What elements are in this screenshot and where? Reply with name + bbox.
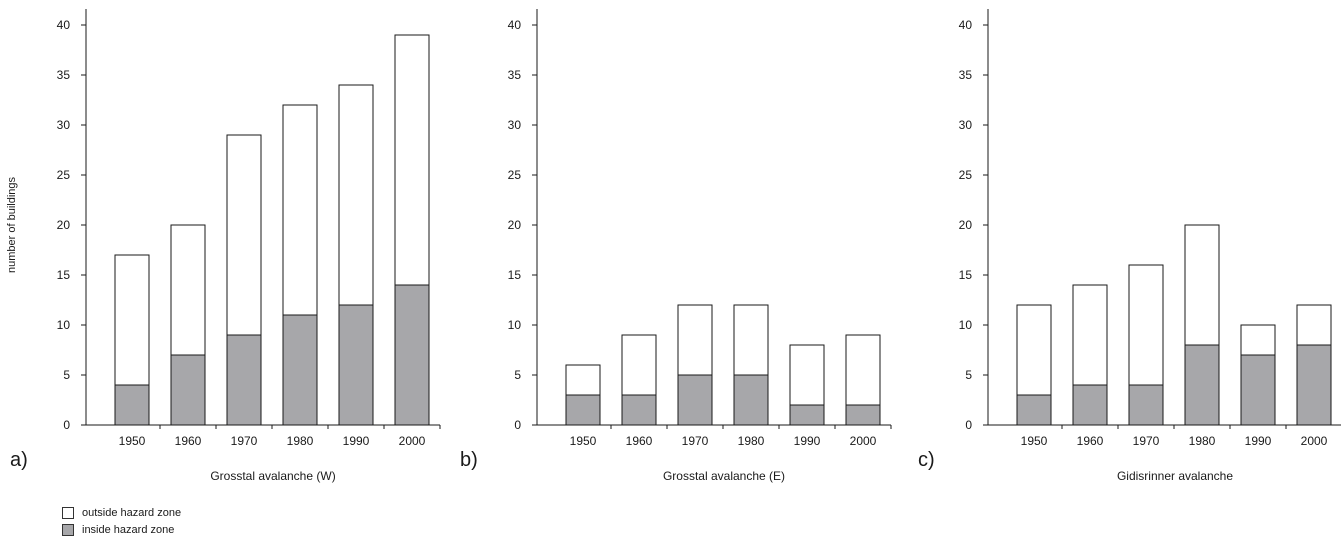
bar-outside-hazard bbox=[1128, 264, 1164, 386]
bar-inside-hazard bbox=[621, 394, 657, 426]
y-tick-label: 5 bbox=[965, 368, 972, 382]
bar-outside-hazard bbox=[565, 364, 601, 396]
x-tick-label: 1990 bbox=[343, 434, 370, 448]
bar-outside-hazard bbox=[1016, 304, 1052, 396]
x-tick-label: 1970 bbox=[231, 434, 258, 448]
bar-outside-hazard bbox=[170, 224, 206, 356]
x-tick-label: 1990 bbox=[1245, 434, 1272, 448]
bar-outside-hazard bbox=[1072, 284, 1108, 386]
y-axis-label: number of buildings bbox=[6, 177, 18, 274]
bar-inside-hazard bbox=[1240, 354, 1276, 426]
x-axis-title: Grosstal avalanche (E) bbox=[663, 469, 785, 483]
y-tick-label: 15 bbox=[508, 268, 522, 282]
bar-inside-hazard bbox=[226, 334, 262, 426]
bar-outside-hazard bbox=[789, 344, 825, 406]
bar-outside-hazard bbox=[338, 84, 374, 306]
bar-outside-hazard bbox=[1296, 304, 1332, 346]
bar-outside-hazard bbox=[394, 34, 430, 286]
panel-label: a) bbox=[10, 449, 28, 471]
x-tick-label: 1990 bbox=[794, 434, 821, 448]
x-tick-label: 1970 bbox=[682, 434, 709, 448]
bar-inside-hazard bbox=[114, 384, 150, 426]
y-tick-label: 15 bbox=[57, 268, 71, 282]
y-tick-label: 5 bbox=[514, 368, 521, 382]
bar-inside-hazard bbox=[338, 304, 374, 426]
chart-panel-3: 0 5 10 15 20 25 30 35 40 1950 1960 1970 1980 1990 2000… bbox=[918, 9, 1341, 483]
y-tick-label: 40 bbox=[508, 18, 522, 32]
y-tick-label: 40 bbox=[57, 18, 71, 32]
panel-label: c) bbox=[918, 449, 935, 471]
x-tick-label: 2000 bbox=[1301, 434, 1328, 448]
bar-inside-hazard bbox=[1128, 384, 1164, 426]
y-tick-label: 40 bbox=[959, 18, 973, 32]
bar-outside-hazard bbox=[226, 134, 262, 336]
bar-inside-hazard bbox=[1072, 384, 1108, 426]
y-tick-label: 25 bbox=[57, 168, 71, 182]
chart-panel-2: 0 5 10 15 20 25 30 35 40 1950 1960 1970 1980 1990 2000… bbox=[460, 9, 892, 483]
bar-outside-hazard bbox=[1240, 324, 1276, 356]
bar-inside-hazard bbox=[394, 284, 430, 426]
x-tick-label: 1980 bbox=[738, 434, 765, 448]
bar-inside-hazard bbox=[1016, 394, 1052, 426]
x-tick-label: 2000 bbox=[399, 434, 426, 448]
bar-inside-hazard bbox=[789, 404, 825, 426]
x-tick-label: 1950 bbox=[119, 434, 146, 448]
bar-inside-hazard bbox=[845, 404, 881, 426]
x-axis-title: Gidisrinner avalanche bbox=[1117, 469, 1233, 483]
y-tick-label: 0 bbox=[63, 418, 70, 432]
y-tick-label: 20 bbox=[508, 218, 522, 232]
y-tick-label: 20 bbox=[57, 218, 71, 232]
bar-outside-hazard bbox=[621, 334, 657, 396]
y-tick-label: 10 bbox=[508, 318, 522, 332]
legend-swatch-outside bbox=[62, 506, 74, 519]
bar-outside-hazard bbox=[1184, 224, 1220, 346]
bar-outside-hazard bbox=[282, 104, 318, 316]
bar-outside-hazard bbox=[733, 304, 769, 376]
y-tick-label: 10 bbox=[959, 318, 973, 332]
bar-inside-hazard bbox=[677, 374, 713, 426]
x-tick-label: 1980 bbox=[287, 434, 314, 448]
y-tick-label: 30 bbox=[57, 118, 71, 132]
y-tick-label: 30 bbox=[959, 118, 973, 132]
bar-outside-hazard bbox=[114, 254, 150, 386]
bar-inside-hazard bbox=[565, 394, 601, 426]
y-tick-label: 20 bbox=[959, 218, 973, 232]
legend-label-outside: outside hazard zone bbox=[82, 506, 182, 519]
panel-label: b) bbox=[460, 449, 478, 471]
y-tick-label: 25 bbox=[508, 168, 522, 182]
bar-inside-hazard bbox=[733, 374, 769, 426]
x-tick-label: 1970 bbox=[1133, 434, 1160, 448]
y-tick-label: 10 bbox=[57, 318, 71, 332]
x-tick-label: 1980 bbox=[1189, 434, 1216, 448]
bar-inside-hazard bbox=[1184, 344, 1220, 426]
x-tick-label: 1950 bbox=[1021, 434, 1048, 448]
bar-inside-hazard bbox=[282, 314, 318, 426]
bar-outside-hazard bbox=[677, 304, 713, 376]
x-axis-title: Grosstal avalanche (W) bbox=[210, 469, 335, 483]
x-tick-label: 2000 bbox=[850, 434, 877, 448]
y-tick-label: 25 bbox=[959, 168, 973, 182]
x-tick-label: 1950 bbox=[570, 434, 597, 448]
x-tick-label: 1960 bbox=[626, 434, 653, 448]
y-tick-label: 0 bbox=[965, 418, 972, 432]
y-tick-label: 30 bbox=[508, 118, 522, 132]
bar-outside-hazard bbox=[845, 334, 881, 406]
x-tick-label: 1960 bbox=[1077, 434, 1104, 448]
y-tick-label: 0 bbox=[514, 418, 521, 432]
legend: outside hazard zone inside hazard zone bbox=[62, 504, 181, 538]
y-tick-label: 35 bbox=[508, 68, 522, 82]
y-tick-label: 5 bbox=[63, 368, 70, 382]
legend-label-inside: inside hazard zone bbox=[82, 523, 175, 536]
y-tick-label: 35 bbox=[959, 68, 973, 82]
y-tick-label: 35 bbox=[57, 68, 71, 82]
legend-item-inside: inside hazard zone bbox=[62, 521, 181, 538]
bar-inside-hazard bbox=[170, 354, 206, 426]
x-tick-label: 1960 bbox=[175, 434, 202, 448]
legend-swatch-inside bbox=[62, 523, 74, 536]
chart-panel-1: 0 5 10 15 20 25 30 35 40 1950 1960 1970 1980 1990 2000… bbox=[10, 9, 441, 483]
y-tick-label: 15 bbox=[959, 268, 973, 282]
bar-inside-hazard bbox=[1296, 344, 1332, 426]
legend-item-outside: outside hazard zone bbox=[62, 504, 181, 521]
